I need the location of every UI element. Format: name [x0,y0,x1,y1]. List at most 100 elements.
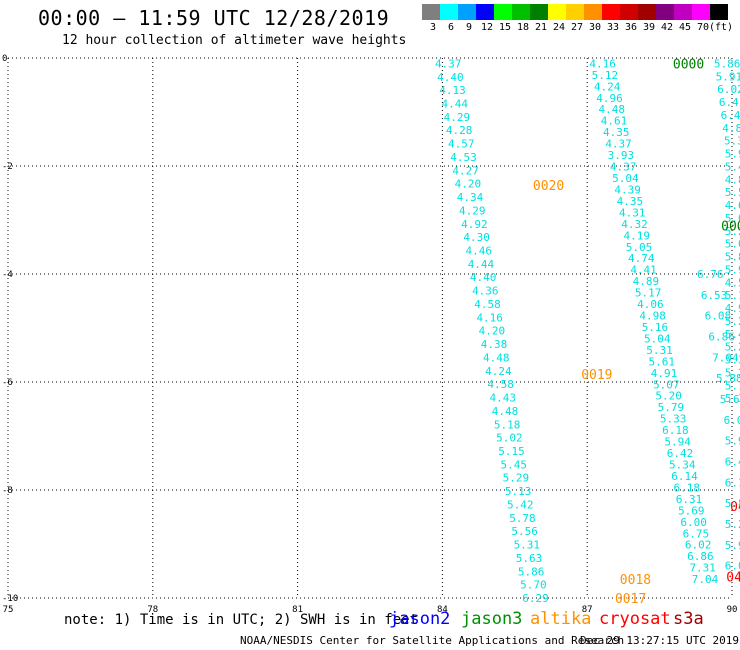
x-tick-label: 90 [727,605,738,615]
legend-label: 6 [447,22,455,33]
wave-height-value: 4.53 [450,151,477,164]
wave-height-value: 5.04 [612,172,639,185]
wave-height-value: 4.40 [470,271,497,284]
legend-swatch [674,4,692,20]
wave-height-value: 5.88 [716,372,740,385]
legend-label: 27 [570,22,584,33]
legend-swatch [692,4,710,20]
wave-height-value: 5.95 [725,539,740,552]
legend-swatch [548,4,566,20]
wave-height-value: 5.31 [646,344,673,357]
legend-unit: (ft) [708,22,734,33]
wave-height-value: 4.30 [463,231,490,244]
legend-label: 9 [465,22,473,33]
legend-swatch [530,4,548,20]
legend-label: 18 [516,22,530,33]
wave-height-value: 5.70 [520,579,547,592]
pass-label: 0018 [620,573,651,588]
wave-height-value: 4.55 [725,276,740,289]
wave-height-value: 5.86 [714,57,740,70]
legend-label: 21 [534,22,548,33]
wave-height-value: 4.24 [485,365,512,378]
wave-height-value: 6.53 [701,289,728,302]
wave-height-value: 4.40 [437,71,464,84]
wave-height-value: 5.03 [725,212,740,225]
wave-height-value: 4.06 [637,298,664,311]
pass-label: 0017 [615,592,646,607]
wave-height-value: 4.96 [596,92,623,105]
x-tick-label: 75 [3,605,14,615]
satellite-cryosat: cryosat [599,609,671,629]
legend-swatch [710,4,728,20]
wave-height-value: 6.02 [717,83,740,96]
legend-swatch [512,4,530,20]
pass-label: 04 [730,500,740,515]
pass-label: 0020 [533,179,564,194]
legend-label: 15 [498,22,512,33]
wave-height-value: 4.31 [619,206,646,219]
wave-height-value: 6.48 [721,109,740,122]
legend-swatch [638,4,656,20]
legend-label: 24 [552,22,566,33]
legend-swatch [584,4,602,20]
wave-height-value: 5.15 [498,445,525,458]
wave-height-value: 4.43 [490,392,517,405]
wave-height-value: 5.99 [725,435,740,448]
legend-label: 45 [678,22,692,33]
generation-timestamp: Dec 29 13:27:15 UTC 2019 [580,634,739,647]
wave-height-value: 5.39 [725,354,740,367]
wave-height-value: 6.18 [674,481,701,494]
wave-height-value: 5.27 [725,315,740,328]
chart-title: 00:00 – 11:59 UTC 12/28/2019 [38,6,390,30]
wave-height-value: 6.76 [697,268,724,281]
wave-height-value: 5.92 [725,148,740,161]
wave-height-value: 5.18 [494,418,521,431]
wave-height-value: 5.40 [725,160,740,173]
wave-height-value: 5.10 [725,379,740,392]
legend-label: 36 [624,22,638,33]
y-tick-label: -6 [2,378,13,388]
wave-height-value: 4.20 [479,325,506,338]
wave-height-value: 4.37 [435,57,462,70]
wave-height-value: 4.29 [459,204,486,217]
y-tick-label: -10 [2,594,18,604]
wave-height-value: 4.98 [639,310,666,323]
legend-swatch [476,4,494,20]
chart-subtitle: 12 hour collection of altimeter wave hei… [62,33,407,48]
wave-height-value: 5.16 [642,321,669,334]
wave-height-value: 4.16 [589,57,616,70]
wave-height-value: 3.93 [608,149,635,162]
wave-height-value: 6.86 [687,550,714,563]
legend-label: 39 [642,22,656,33]
wave-height-value: 4.89 [633,275,660,288]
wave-height-value: 5.45 [500,458,527,471]
wave-height-value: 5.33 [660,413,687,426]
wave-height-value: 5.47 [725,328,740,341]
legend-label: 12 [480,22,494,33]
wave-height-value: 6.18 [662,424,689,437]
wave-height-value: 4.36 [472,285,499,298]
y-tick-label: -2 [2,162,13,172]
footnote: note: 1) Time is in UTC; 2) SWH is in fe… [64,612,419,628]
wave-height-value: 4.37 [605,138,632,151]
wave-height-value: 6.02 [724,414,740,427]
wave-height-value: 4.92 [461,218,488,231]
legend-label: 42 [660,22,674,33]
wave-height-value: 5.04 [644,332,671,345]
wave-height-value: 7.04 [692,573,719,586]
x-tick-label: 81 [292,605,303,615]
wave-height-value: 7.31 [689,562,716,575]
wave-height-value: 5.04 [725,238,740,251]
y-tick-label: 0 [2,54,7,64]
wave-height-value: 4.91 [651,367,678,380]
wave-height-value: 6.08 [705,310,732,323]
legend-label: 3 [429,22,437,33]
wave-height-value: 4.93 [725,302,740,315]
wave-height-value: 4.34 [457,191,484,204]
legend-swatch [620,4,638,20]
y-tick-label: -4 [2,270,13,280]
wave-height-value: 5.66 [720,393,740,406]
wave-height-value: 4.87 [725,173,740,186]
wave-height-value: 4.41 [630,264,657,277]
x-tick-label: 84 [437,605,448,615]
